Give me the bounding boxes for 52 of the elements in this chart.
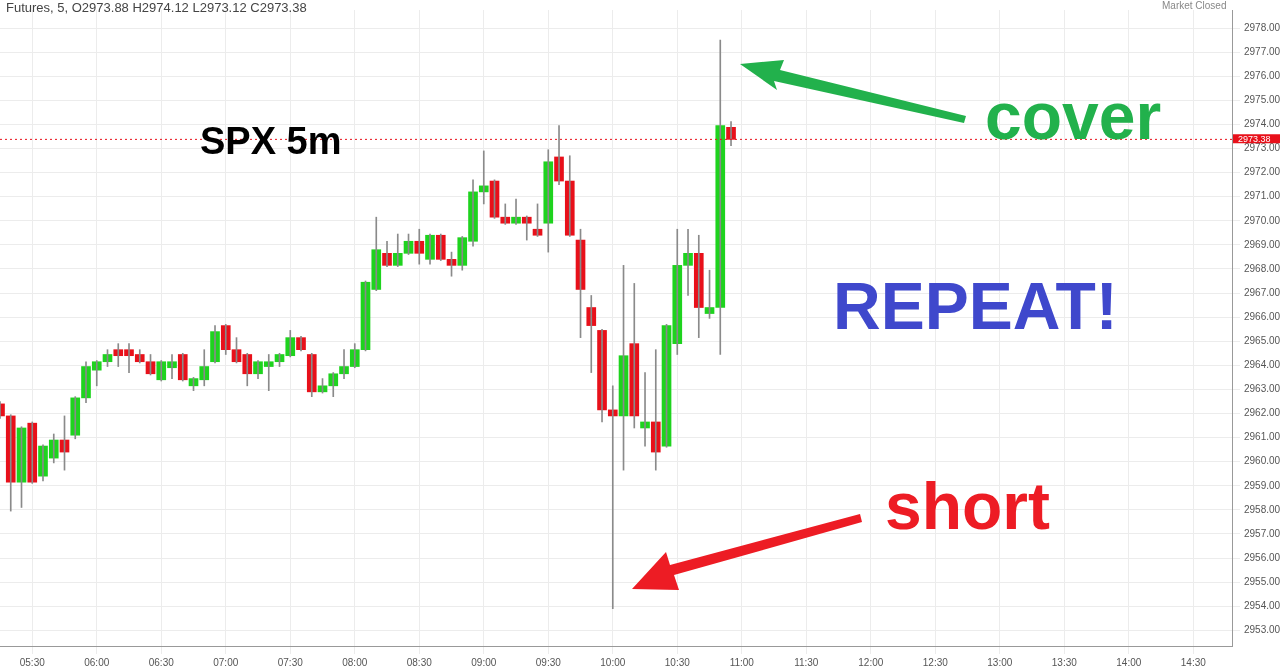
y-tick-label: 2978.00 — [1244, 21, 1280, 33]
ref-line-label: 2973.38 — [1238, 133, 1271, 144]
x-tick-label: 10:00 — [600, 656, 626, 668]
x-tick-label: 11:00 — [729, 656, 755, 668]
y-tick-label: 2975.00 — [1244, 94, 1280, 106]
y-tick-label: 2957.00 — [1244, 527, 1280, 539]
y-tick-label: 2970.00 — [1244, 214, 1280, 226]
y-tick-label: 2971.00 — [1244, 190, 1280, 202]
y-tick-label: 2965.00 — [1244, 335, 1280, 346]
x-tick-label: 13:30 — [1051, 656, 1078, 668]
x-tick-label: 10:30 — [664, 656, 691, 668]
y-tick-label: 2974.00 — [1244, 118, 1280, 130]
y-tick-label: 2972.00 — [1244, 166, 1280, 178]
x-tick-label: 05:30 — [19, 656, 46, 668]
chart-subtitle: Futures, 5, O2973.88 H2974.12 L2973.12 C2973.38 — [6, 0, 307, 15]
y-tick-label: 2953.00 — [1244, 624, 1280, 636]
x-tick-label: 11:30 — [794, 656, 819, 668]
y-tick-label: 2956.00 — [1244, 551, 1280, 563]
y-tick-label: 2966.00 — [1244, 310, 1280, 322]
y-tick-label: 2959.00 — [1244, 479, 1280, 491]
text: SPX 5m — [200, 120, 342, 163]
annotation: cover — [985, 79, 1162, 153]
y-tick-label: 2973.00 — [1244, 142, 1280, 154]
x-tick-label: 09:30 — [535, 656, 562, 668]
annotation: REPEAT! — [833, 269, 1118, 343]
y-tick-label: 2967.00 — [1244, 286, 1280, 298]
x-tick-label: 08:00 — [342, 656, 368, 668]
x-tick-label: 06:00 — [84, 656, 110, 668]
x-tick-label: 14:00 — [1116, 656, 1142, 668]
x-tick-label: 07:30 — [277, 656, 304, 668]
y-tick-label: 2976.00 — [1244, 70, 1280, 81]
x-tick-label: 12:00 — [858, 656, 884, 668]
y-tick-label: 2977.00 — [1244, 45, 1280, 57]
y-tick-label: 2954.00 — [1244, 600, 1280, 611]
x-tick-label: 06:30 — [148, 656, 175, 668]
y-tick-label: 2968.00 — [1244, 262, 1280, 274]
y-tick-label: 2964.00 — [1244, 359, 1280, 371]
x-tick-label: 08:30 — [406, 656, 433, 668]
y-tick-label: 2962.00 — [1244, 407, 1280, 419]
y-tick-label: 2961.00 — [1244, 431, 1280, 443]
x-tick-label: 09:00 — [471, 656, 497, 668]
x-tick-label: 14:30 — [1180, 656, 1207, 668]
x-tick-label: 07:00 — [213, 656, 239, 668]
x-tick-label: 13:00 — [987, 656, 1013, 668]
y-tick-label: 2955.00 — [1244, 575, 1280, 587]
y-tick-label: 2960.00 — [1244, 455, 1280, 467]
annotation: Market Closed — [1162, 0, 1227, 11]
annotation: short — [885, 469, 1050, 543]
x-tick-label: 12:30 — [922, 656, 949, 668]
y-tick-label: 2958.00 — [1244, 503, 1280, 515]
y-tick-label: 2963.00 — [1244, 383, 1280, 395]
y-tick-label: 2969.00 — [1244, 238, 1280, 250]
